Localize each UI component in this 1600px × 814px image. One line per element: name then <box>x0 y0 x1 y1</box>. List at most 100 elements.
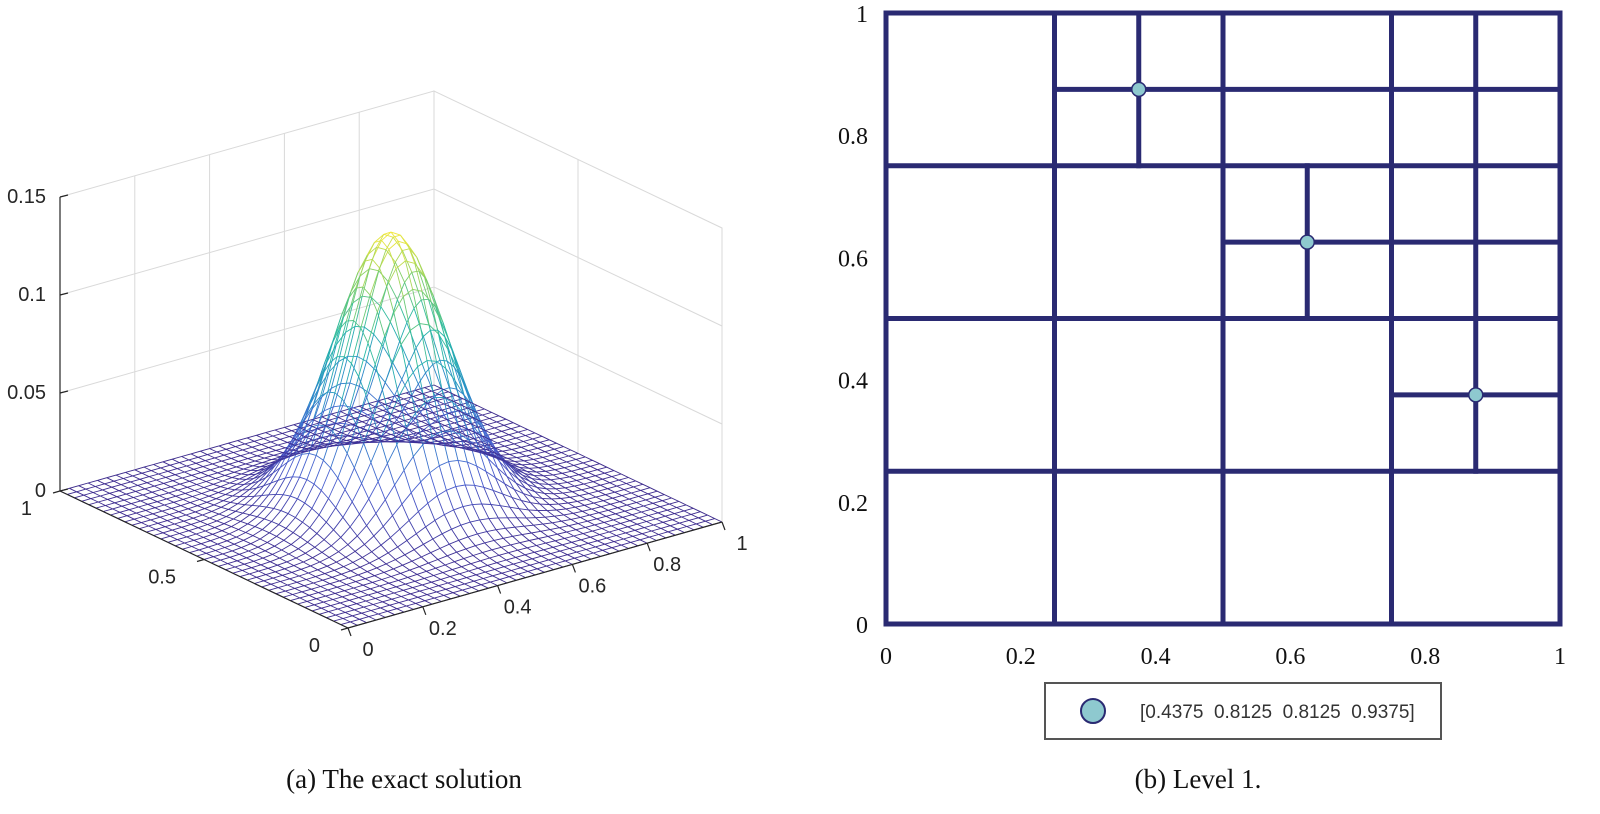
mesh-segment <box>437 555 448 560</box>
mesh-segment <box>220 556 231 561</box>
mesh-segment <box>516 455 527 459</box>
mesh-segment <box>377 463 388 482</box>
mesh-segment <box>301 588 312 593</box>
mesh-segment <box>492 451 501 456</box>
mesh-segment <box>292 445 301 455</box>
mesh-segment <box>327 356 338 393</box>
mesh-segment <box>245 526 256 533</box>
mesh-segment <box>356 356 367 362</box>
mesh-segment <box>215 550 223 555</box>
mesh-segment <box>562 491 573 494</box>
mesh-segment <box>234 563 245 568</box>
mesh-segment <box>456 551 465 559</box>
mesh-segment <box>186 465 194 470</box>
mesh-segment <box>461 411 470 441</box>
mesh-segment <box>504 483 513 498</box>
mesh-segment <box>136 512 144 517</box>
mesh-segment <box>634 508 642 513</box>
mesh-segment <box>513 560 523 565</box>
mesh-segment <box>95 486 103 491</box>
mesh-segment <box>199 495 210 500</box>
mesh-segment <box>421 581 432 586</box>
mesh-segment <box>320 391 328 397</box>
mesh-segment <box>361 268 370 297</box>
mesh-segment <box>271 521 279 526</box>
mesh-segment <box>424 402 433 437</box>
mesh-segment <box>531 463 539 469</box>
mesh-segment <box>267 536 277 543</box>
mesh-segment <box>195 460 206 464</box>
mesh-segment <box>312 386 321 409</box>
mesh-segment <box>610 501 620 505</box>
mesh-segment <box>308 452 317 456</box>
mesh-segment <box>587 520 595 526</box>
mesh-segment <box>390 576 399 581</box>
mesh-segment <box>479 420 488 425</box>
mesh-y-tick-label: 1 <box>856 2 868 28</box>
mesh-segment <box>212 530 223 535</box>
mesh-segment <box>397 436 406 441</box>
mesh-segment <box>529 538 539 541</box>
mesh-segment <box>218 513 227 518</box>
mesh-segment <box>437 421 446 426</box>
mesh-segment <box>277 477 286 481</box>
mesh-segment <box>463 396 473 424</box>
mesh-segment <box>372 579 382 583</box>
mesh-segment <box>233 518 241 522</box>
mesh-segment <box>355 437 364 441</box>
mesh-segment <box>552 472 563 476</box>
mesh-segment <box>438 582 449 587</box>
mesh-segment <box>357 574 366 580</box>
mesh-segment <box>324 431 333 436</box>
mesh-segment <box>441 528 452 535</box>
mesh-segment <box>339 602 348 607</box>
mesh-segment <box>534 432 543 437</box>
mesh-segment <box>412 289 421 324</box>
mesh-segment <box>636 499 646 503</box>
mesh-segment <box>280 581 288 586</box>
mesh-segment <box>608 531 617 536</box>
mesh-segment <box>526 470 537 473</box>
mesh-marker <box>1131 81 1147 98</box>
mesh-segment <box>438 585 447 590</box>
mesh-segment <box>342 517 351 528</box>
mesh-segment <box>154 507 163 512</box>
mesh-segment <box>105 502 115 506</box>
mesh-segment <box>359 513 367 526</box>
mesh-segment <box>574 555 585 559</box>
mesh-segment <box>434 514 445 521</box>
mesh-segment <box>149 495 160 499</box>
mesh-segment <box>420 472 431 483</box>
mesh-segment <box>282 476 293 495</box>
mesh-segment <box>670 525 678 530</box>
mesh-segment <box>300 427 309 432</box>
mesh-segment <box>210 466 220 471</box>
mesh-segment <box>368 481 379 500</box>
mesh-segment <box>447 579 458 584</box>
z-gridline <box>59 188 723 327</box>
mesh-segment <box>487 565 495 570</box>
mesh-segment <box>340 537 349 546</box>
mesh-segment <box>193 536 204 541</box>
mesh-segment <box>167 470 176 476</box>
mesh-segment <box>578 474 587 479</box>
mesh-segment <box>181 526 189 532</box>
mesh-segment <box>139 478 148 484</box>
mesh-segment <box>416 570 427 575</box>
mesh-segment <box>378 249 387 271</box>
mesh-segment <box>272 577 281 582</box>
mesh-segment <box>424 600 433 605</box>
mesh-segment <box>279 557 288 563</box>
mesh-segment <box>390 528 401 538</box>
mesh-segment <box>185 490 195 494</box>
mesh-segment <box>213 556 221 561</box>
mesh-segment <box>340 526 351 538</box>
mesh-segment <box>402 296 411 331</box>
mesh-segment <box>233 449 243 453</box>
mesh-segment <box>270 561 278 566</box>
mesh-segment <box>467 533 478 538</box>
mesh-segment <box>362 557 370 564</box>
mesh-segment <box>111 484 122 488</box>
mesh-segment <box>421 584 430 589</box>
mesh-segment <box>491 546 502 551</box>
